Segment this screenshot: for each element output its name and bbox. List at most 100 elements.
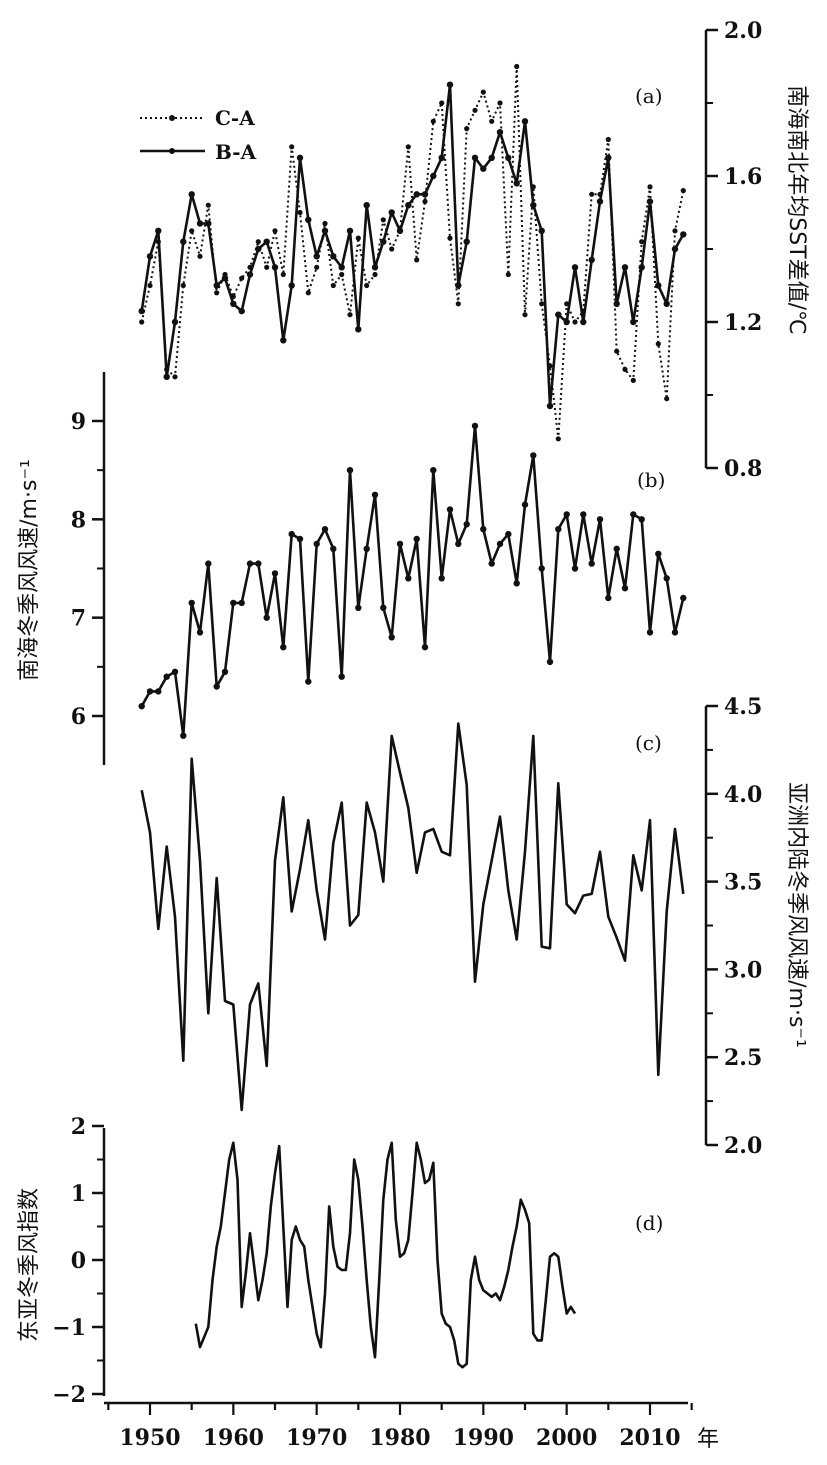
- data-point-1-1: [447, 235, 453, 241]
- data-point-2-1: [188, 599, 195, 607]
- data-point-2-1: [421, 644, 429, 651]
- data-point-2-1: [588, 560, 595, 567]
- data-point-1-1: [305, 290, 311, 296]
- data-point-1-1: [389, 246, 395, 252]
- data-point-2-1: [438, 575, 445, 582]
- data-point-1-1: [664, 396, 670, 402]
- data-point-2-1: [513, 580, 520, 587]
- data-point-1-2: [421, 191, 429, 198]
- data-point-1-2: [488, 154, 495, 161]
- data-point-1-2: [305, 216, 312, 223]
- data-point-2-1: [638, 516, 645, 523]
- data-point-1-1: [380, 217, 386, 223]
- data-point-1-2: [271, 264, 279, 271]
- data-point-1-2: [596, 198, 604, 205]
- data-point-1-2: [155, 227, 162, 234]
- data-point-1-1: [322, 220, 328, 227]
- data-point-2-1: [138, 703, 145, 710]
- data-point-2-1: [463, 521, 470, 528]
- data-point-2-1: [530, 452, 537, 459]
- data-point-2-1: [646, 629, 654, 636]
- data-point-1-2: [555, 311, 562, 318]
- y-axis-title-1: 南海南北年均SST差值/℃: [784, 85, 809, 335]
- data-point-2-1: [663, 575, 670, 582]
- panel-label-a: (a): [635, 84, 663, 108]
- x-axis-unit-label: 年: [697, 1427, 719, 1452]
- data-point-1-1: [672, 228, 678, 234]
- data-point-2-1: [171, 668, 179, 675]
- data-point-2-1: [346, 467, 354, 474]
- data-point-1-1: [347, 312, 353, 318]
- data-point-1-2: [621, 264, 629, 271]
- data-point-1-2: [680, 231, 687, 238]
- data-point-1-1: [505, 271, 511, 278]
- y-tick-label-4: −2: [52, 1382, 86, 1408]
- data-point-2-1: [380, 604, 387, 611]
- data-point-1-2: [388, 209, 395, 216]
- data-point-1-1: [139, 319, 145, 325]
- data-point-1-2: [138, 307, 145, 315]
- data-point-1-2: [513, 180, 520, 187]
- data-point-1-1: [214, 290, 220, 296]
- data-point-2-1: [230, 599, 237, 607]
- series-line-4-1: [194, 1141, 577, 1369]
- data-point-1-1: [622, 366, 628, 372]
- data-point-1-1: [497, 100, 503, 106]
- data-point-1-2: [371, 264, 379, 271]
- data-point-1-2: [613, 300, 620, 307]
- panel-label-b: (b): [637, 468, 665, 492]
- data-point-2-1: [471, 422, 479, 430]
- y-tick-label-1: 1.2: [724, 310, 762, 336]
- data-point-2-1: [246, 560, 254, 567]
- data-point-2-1: [521, 501, 529, 508]
- x-tick-label: 1950: [119, 1425, 180, 1451]
- data-point-1-2: [380, 238, 387, 245]
- y-tick-label-4: 2: [71, 1114, 86, 1140]
- data-point-1-1: [272, 228, 278, 234]
- data-point-1-2: [171, 318, 179, 326]
- data-point-1-2: [338, 264, 345, 271]
- data-point-1-2: [221, 275, 229, 282]
- data-point-1-1: [572, 319, 578, 325]
- data-point-1-2: [230, 300, 237, 307]
- data-point-1-2: [463, 238, 470, 245]
- data-point-1-2: [630, 318, 637, 326]
- data-point-1-1: [514, 63, 520, 70]
- data-point-1-2: [246, 271, 254, 278]
- data-point-1-1: [280, 271, 286, 278]
- x-tick-label: 2010: [619, 1425, 680, 1451]
- data-point-1-1: [364, 282, 370, 289]
- data-point-1-1: [555, 436, 561, 442]
- data-point-1-2: [205, 220, 212, 227]
- data-point-1-2: [330, 253, 337, 260]
- data-point-2-1: [571, 565, 579, 572]
- data-point-1-2: [671, 245, 679, 253]
- data-point-1-2: [396, 227, 404, 234]
- data-point-1-1: [180, 282, 186, 289]
- data-point-1-1: [239, 275, 245, 281]
- data-point-1-2: [546, 402, 554, 410]
- y-tick-label-2: 9: [71, 409, 86, 435]
- x-tick-label: 1970: [286, 1425, 347, 1451]
- data-point-1-1: [630, 377, 636, 383]
- data-point-1-1: [339, 271, 345, 278]
- y-tick-label-4: −1: [52, 1315, 86, 1341]
- data-point-1-2: [288, 282, 295, 289]
- series-layer: [138, 63, 687, 1369]
- data-point-2-1: [505, 530, 512, 538]
- y-tick-label-2: 6: [71, 704, 86, 730]
- data-point-1-1: [172, 374, 178, 380]
- data-point-2-1: [621, 585, 629, 592]
- data-point-1-1: [372, 271, 378, 278]
- data-point-1-2: [321, 227, 329, 234]
- y-tick-label-4: 1: [71, 1181, 86, 1207]
- data-point-2-1: [480, 526, 487, 533]
- data-point-2-1: [355, 604, 362, 611]
- data-point-2-1: [613, 545, 620, 552]
- data-point-1-2: [638, 264, 645, 271]
- data-point-2-1: [280, 644, 287, 651]
- y-tick-label-4: 0: [71, 1248, 86, 1274]
- data-point-2-1: [196, 629, 204, 636]
- data-point-1-2: [588, 256, 595, 264]
- data-point-1-2: [438, 154, 445, 161]
